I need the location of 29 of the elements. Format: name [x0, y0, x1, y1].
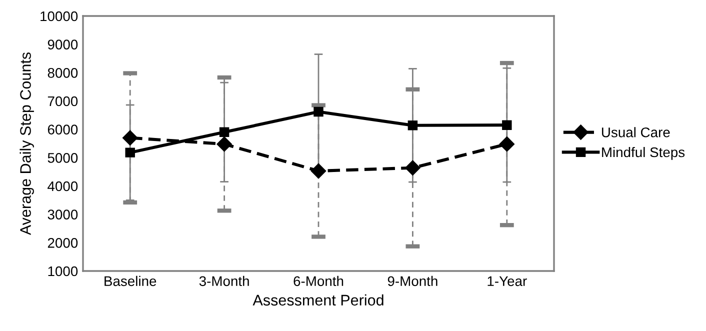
y-tick-label: 2000 [48, 238, 78, 248]
x-tick-label: 3-Month [199, 276, 249, 286]
point [314, 106, 324, 117]
point [499, 136, 514, 152]
point [216, 136, 232, 152]
x-axis-title: Assessment Period [252, 294, 384, 306]
point [219, 127, 230, 138]
point [405, 160, 420, 176]
y-tick-label: 6000 [48, 124, 78, 135]
y-tick-label: 4000 [48, 181, 78, 192]
x-tick-label: 9-Month [388, 276, 438, 286]
legend-label: Mindful Steps [602, 146, 685, 160]
point [125, 148, 135, 158]
point [310, 163, 326, 179]
y-axis-title: Average Daily Step Counts [20, 52, 34, 236]
x-tick-label: 6-Month [294, 276, 344, 286]
point [408, 120, 418, 130]
point [122, 130, 138, 146]
y-tick-label: 5000 [48, 153, 78, 163]
y-tick-label: 1000 [48, 266, 78, 276]
x-tick-label: Baseline [104, 276, 156, 286]
x-tick-label: 1-Year [488, 276, 527, 286]
y-tick-label: 3000 [48, 210, 78, 220]
point [502, 120, 512, 130]
y-tick-label: 9000 [48, 40, 78, 50]
y-tick-label: 10000 [40, 11, 78, 22]
y-tick-label: 8000 [48, 68, 78, 78]
y-tick-label: 7000 [48, 96, 78, 106]
legend-label: Usual Care [602, 127, 670, 138]
